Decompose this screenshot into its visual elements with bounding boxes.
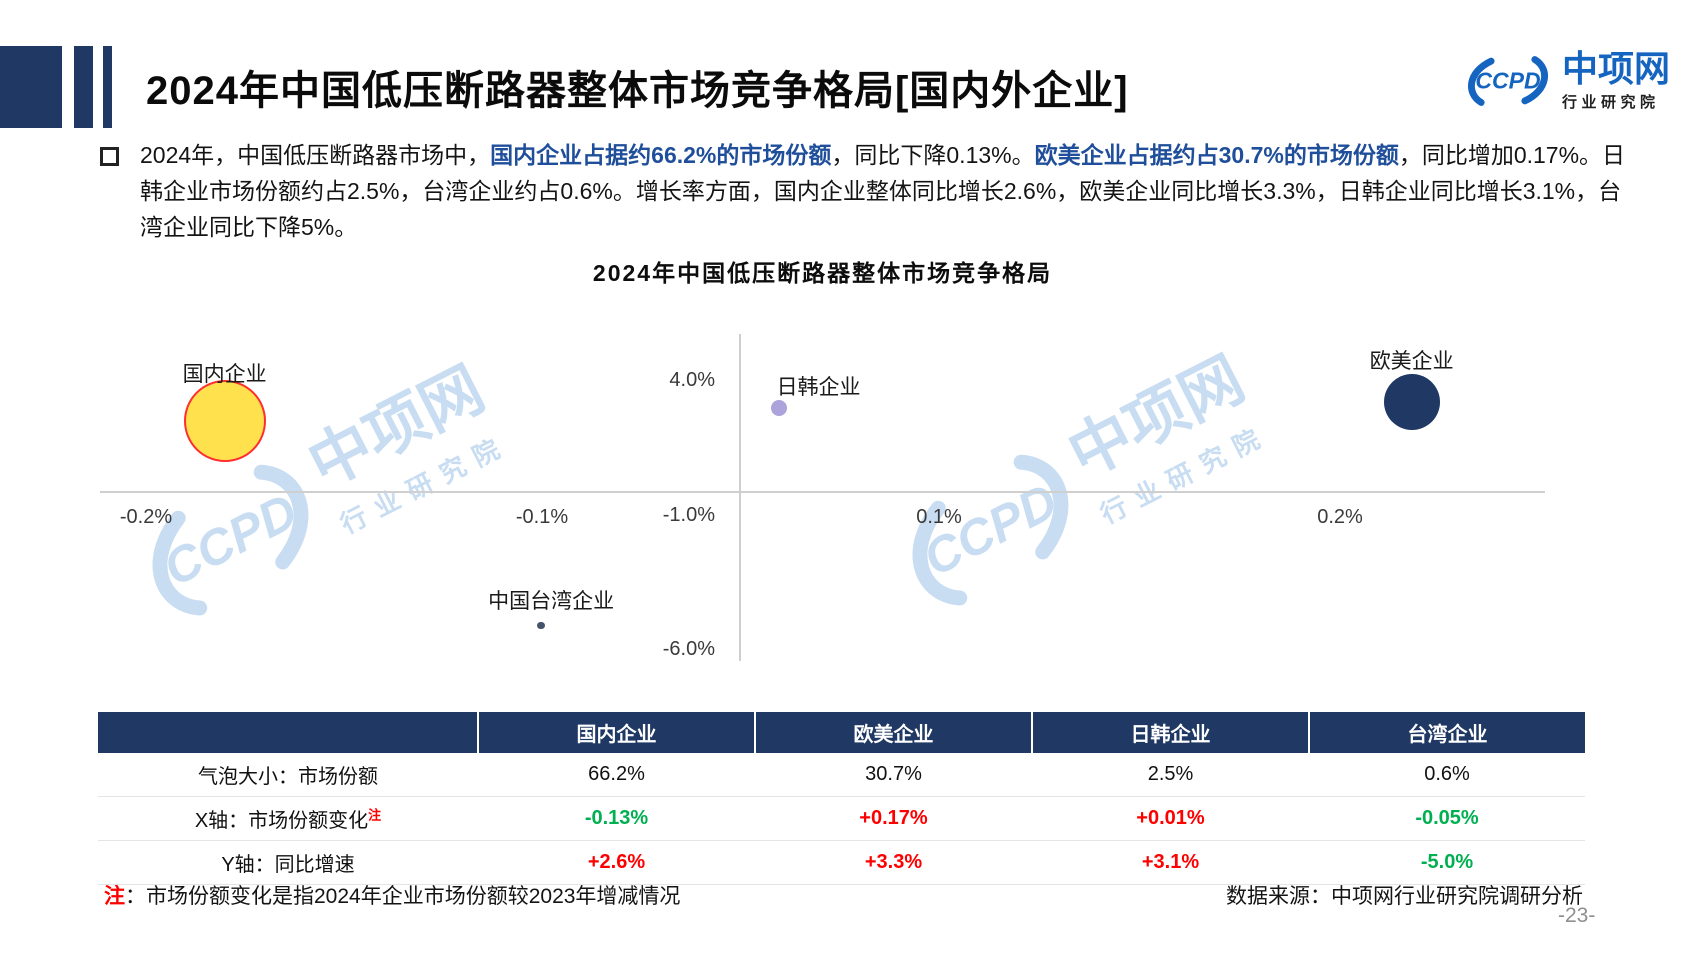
chart-title: 2024年中国低压断路器整体市场竞争格局 [592,260,1053,286]
table-body: 气泡大小：市场份额 66.2% 30.7% 2.5% 0.6% X轴：市场份额变化注 -0.… [98,753,1585,885]
x-tick-label: 0.1% [916,506,962,528]
table-cell: +3.1% [1032,840,1309,885]
bubble-国内企业 [183,379,266,463]
table-row-label: X轴：市场份额变化注 [98,796,478,841]
header-accent-bar-2 [103,46,112,128]
table-cell: +2.6% [478,840,755,885]
summary-segment: ，同比下降0.13%。 [831,142,1035,168]
table-cell: -0.05% [1309,796,1585,841]
bubble-label-中国台湾企业: 中国台湾企业 [488,589,615,613]
bubble-中国台湾企业 [537,621,546,630]
brand-logo: CCPD 中项网 行业研究院 [1462,50,1670,112]
table-cell: +0.01% [1032,796,1309,841]
table-row-label: Y轴：同比增速 [98,840,478,885]
table-cell: -5.0% [1309,840,1585,885]
table-row: X轴：市场份额变化注 -0.13% +0.17% +0.01% -0.05% [98,796,1585,841]
summary-segment: 国内企业占据约66.2%的市场份额 [490,142,832,168]
y-tick-label: -6.0% [662,638,715,661]
table-cell: +0.17% [755,796,1032,841]
x-tick-label: -0.2% [119,506,173,528]
table-cell: +3.3% [755,840,1032,885]
page-title: 2024年中国低压断路器整体市场竞争格局[国内外企业] [146,69,1129,113]
table-cell: 66.2% [478,753,755,797]
table-col-header: 日韩企业 [1032,712,1310,753]
bubble-plot: -0.2% -0.1% 0.1% 0.2% 4.0% -1.0% -6.0% 国内企业 欧美企业… [100,310,1545,680]
ccpd-logo-icon: CCPD [1468,56,1548,106]
footnote-text: ：市场份额变化是指2024年企业市场份额较2023年增减情况 [125,885,681,908]
x-tick-label: -0.1% [515,506,569,528]
summary-segment: 欧美企业占据约占30.7%的市场份额 [1034,142,1399,168]
table-header-row: 国内企业 欧美企业 日韩企业 台湾企业 [98,712,1585,753]
data-source: 数据来源：中项网行业研究院调研分析 [1226,885,1583,908]
footnote: 注：市场份额变化是指2024年企业市场份额较2023年增减情况 [104,880,680,910]
bullet-square-icon [100,147,119,166]
y-tick-label: 4.0% [669,369,715,392]
table-cell: -0.13% [478,796,755,841]
table-col-header: 国内企业 [478,712,756,753]
y-tick-label: -1.0% [662,503,715,526]
table-head: 国内企业 欧美企业 日韩企业 台湾企业 [98,712,1585,753]
bubble-欧美企业 [1383,374,1440,431]
y-axis-line [739,334,741,661]
table-col-header: 台湾企业 [1309,712,1585,753]
x-axis-line [100,491,1545,493]
table-note-mark: 注 [368,807,382,823]
brand-text: 中项网 行业研究院 [1562,50,1670,112]
x-tick-label: 0.2% [1317,506,1363,528]
summary-segment: 2024年，中国低压断路器市场中， [140,142,491,168]
bubble-label-国内企业: 国内企业 [182,363,267,387]
table-row: 气泡大小：市场份额 66.2% 30.7% 2.5% 0.6% [98,753,1585,797]
bubble-日韩企业 [770,399,787,416]
table-cell: 30.7% [755,753,1032,797]
page-number: -23- [1558,904,1596,927]
header-accent-block [0,46,62,128]
brand-subtitle: 行业研究院 [1562,93,1660,111]
table-col-header: 欧美企业 [755,712,1033,753]
ccpd-logo-text: CCPD [1475,68,1540,94]
table-row-label: 气泡大小：市场份额 [98,753,478,797]
brand-name: 中项网 [1562,48,1671,90]
bubble-label-日韩企业: 日韩企业 [776,375,861,399]
header-accent-bar-1 [74,46,93,128]
summary-block: 2024年，中国低压断路器市场中，国内企业占据约66.2%的市场份额，同比下降0… [140,138,1632,246]
table-corner-cell [98,712,479,753]
summary-text: 2024年，中国低压断路器市场中，国内企业占据约66.2%的市场份额，同比下降0… [140,138,1632,246]
summary-segment: ，同比增加0.17%。日韩企业市场份额约占2.5%，台湾企业约占0.6%。增长率… [140,142,1626,240]
data-table: 国内企业 欧美企业 日韩企业 台湾企业 气泡大小：市场份额 66.2% 30.7% 2.5%… [98,712,1585,885]
table-row: Y轴：同比增速 +2.6% +3.3% +3.1% -5.0% [98,840,1585,885]
bubble-label-欧美企业: 欧美企业 [1369,350,1454,374]
footnote-mark: 注 [104,885,125,908]
table-cell: 0.6% [1309,753,1585,797]
table-cell: 2.5% [1032,753,1309,797]
